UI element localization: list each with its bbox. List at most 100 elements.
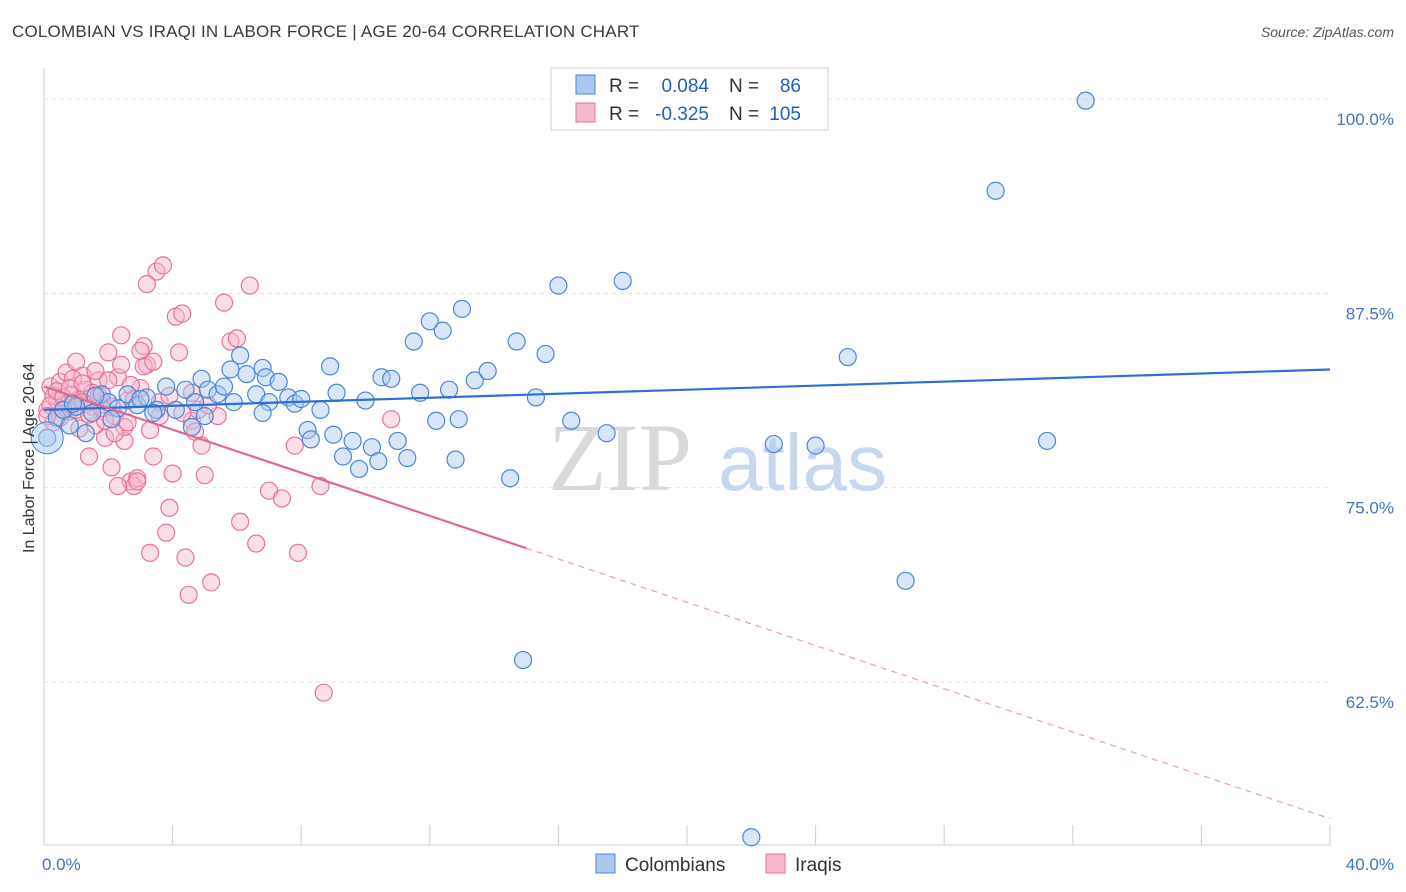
- colombians-point-18: [192, 369, 211, 388]
- colombians-point-6: [83, 403, 102, 423]
- colombians-point-78: [102, 410, 121, 429]
- colombians-point-38: [324, 425, 343, 444]
- colombians-point-large: [30, 421, 64, 455]
- iraqis-point-60: [288, 543, 308, 562]
- colombians-point-77: [131, 389, 150, 409]
- colombians-point-41: [343, 431, 362, 451]
- iraqis-point-39: [163, 464, 182, 483]
- colombians-point-34: [292, 389, 311, 409]
- colombians-point-48: [388, 431, 407, 451]
- colombians-point-61: [507, 332, 526, 351]
- watermark-zip: ZIP: [548, 404, 692, 511]
- colombians-point-60: [501, 469, 520, 488]
- colombians-point-47: [382, 369, 401, 388]
- y-tick-labels: 100.0% 87.5% 75.0% 62.5%: [1336, 110, 1394, 712]
- colombians-point-36: [301, 430, 320, 449]
- watermark-atlas: atlas: [718, 418, 887, 507]
- colombians-point-54: [433, 321, 452, 340]
- colombians-point-56: [446, 450, 465, 469]
- colombians-point-62: [513, 650, 533, 670]
- legend-r-label-2: R =: [609, 104, 639, 125]
- iraqis-point-33: [144, 447, 163, 466]
- iraqis-point-41: [169, 343, 189, 362]
- colombians-point-22: [214, 377, 234, 396]
- colombians-point-82: [253, 403, 272, 423]
- iraqis-point-13: [79, 447, 99, 466]
- series-iraqis: [38, 256, 401, 702]
- trend-iraqis-projection: [526, 547, 1331, 820]
- colombians-point-45: [369, 452, 388, 471]
- iraqis-point-42: [173, 304, 192, 323]
- colombians-point-72: [896, 571, 915, 590]
- colombians-point-71: [838, 347, 857, 367]
- iraqis-point-56: [247, 534, 266, 553]
- iraqis-point-50: [202, 573, 221, 592]
- colombians-point-26: [237, 365, 256, 384]
- colombians-point-70: [806, 436, 825, 455]
- colombians-point-73: [986, 181, 1005, 200]
- legend-n-value-2: 105: [769, 104, 801, 125]
- watermark: ZIP atlas: [548, 404, 887, 511]
- colombians-point-74: [1037, 431, 1057, 451]
- legend-box: [550, 67, 829, 131]
- iraqis-point-102: [227, 329, 246, 348]
- legend-r-value-2: -0.325: [655, 104, 709, 125]
- colombians-point-5: [76, 424, 95, 443]
- iraqis-point-37: [157, 523, 176, 542]
- iraqis-point-23: [112, 326, 131, 345]
- colombians-point-65: [549, 276, 568, 295]
- iraqis-point-38: [160, 498, 179, 517]
- colombians-point-52: [420, 312, 439, 331]
- colombians-point-50: [404, 332, 423, 351]
- legend-n-value-1: 86: [780, 76, 801, 97]
- colombians-point-53: [427, 411, 446, 430]
- colombians-point-40: [333, 447, 353, 466]
- iraqis-point-78: [134, 357, 153, 376]
- iraqis-point-98: [131, 341, 150, 360]
- y-tick-label-3: 62.5%: [1346, 693, 1394, 712]
- colombians-point-68: [613, 271, 632, 290]
- legend-n-label-1: N =: [729, 76, 759, 97]
- colombians-point-63: [526, 388, 545, 407]
- iraqis-point-43: [176, 548, 195, 567]
- colombians-point-20: [195, 406, 214, 426]
- iraqis-point-19: [99, 343, 118, 362]
- axes: [43, 68, 1331, 846]
- iraqis-point-24: [115, 431, 134, 451]
- trend-lines: [43, 368, 1331, 820]
- colombians-point-81: [182, 417, 201, 437]
- colombians-point-15: [166, 400, 185, 419]
- colombians-point-85: [144, 403, 163, 423]
- iraqis-point-58: [272, 489, 292, 508]
- legend-r-value-1: 0.084: [661, 76, 709, 97]
- y-axis-label: In Labor Force | Age 20-64: [21, 363, 38, 553]
- colombians-point-76: [742, 828, 761, 847]
- source-label: Source: ZipAtlas.com: [1260, 24, 1394, 40]
- colombians-point-57: [452, 299, 472, 318]
- chart-title: COLOMBIAN VS IRAQI IN LABOR FORCE | AGE …: [12, 22, 640, 41]
- bottom-legend-iraqis: Iraqis: [795, 855, 841, 876]
- y-tick-label-2: 75.0%: [1346, 499, 1394, 518]
- iraqis-point-91: [86, 361, 105, 381]
- iraqis-point-99: [137, 274, 156, 294]
- colombians-point-84: [449, 410, 468, 429]
- bottom-legend-colombians: Colombians: [625, 855, 725, 876]
- bottom-legend-swatch-colombians: [595, 853, 616, 874]
- colombians-point-55: [439, 380, 459, 399]
- colombians-point-58: [465, 371, 484, 390]
- colombians-point-49: [398, 448, 417, 468]
- colombians-point-3: [60, 416, 79, 435]
- iraqis-point-74: [108, 476, 128, 496]
- bottom-legend-swatch-iraqis: [765, 853, 786, 874]
- trend-iraqis: [43, 385, 527, 550]
- legend-swatch-iraqis: [575, 102, 596, 123]
- iraqis-point-63: [382, 410, 401, 429]
- colombians-point-42: [349, 459, 369, 479]
- legend: R = 0.084 N = 86 R = -0.325 N = 105: [550, 67, 829, 131]
- colombians-point-83: [311, 400, 330, 419]
- iraqis-point-59: [285, 436, 304, 455]
- colombians-point-37: [321, 357, 340, 376]
- colombians-point-14: [157, 377, 176, 396]
- iraqis-point-94: [105, 424, 124, 443]
